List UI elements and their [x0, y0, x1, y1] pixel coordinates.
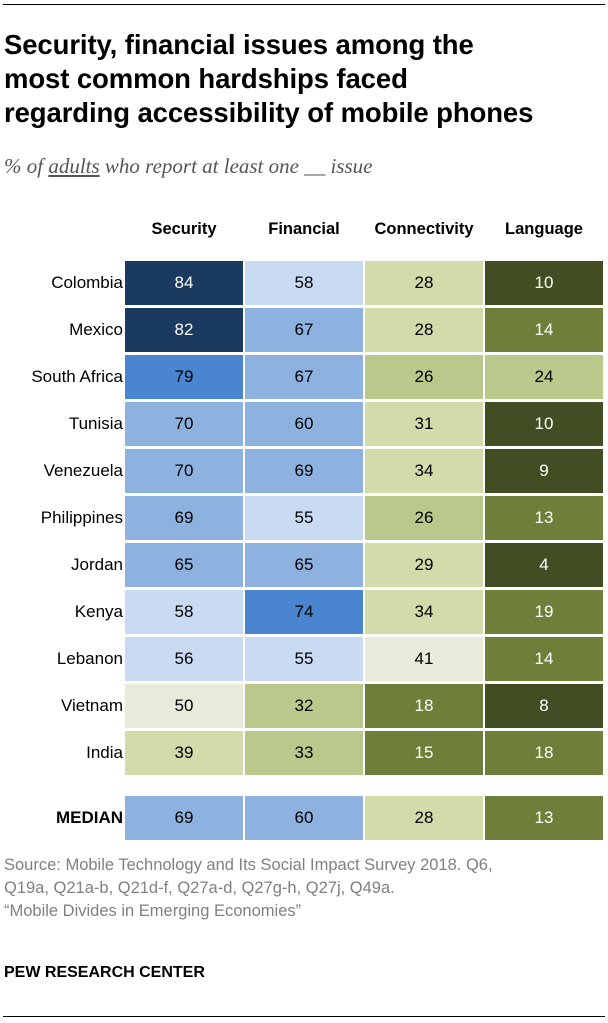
source-note: Source: Mobile Technology and Its Social… [4, 854, 604, 923]
brand-label: PEW RESEARCH CENTER [4, 964, 205, 981]
median-row-label: MEDIAN [55, 808, 123, 827]
cell-mexico-connectivity: 28 [365, 308, 483, 352]
row-label-venezuela: Venezuela [43, 461, 123, 480]
source-line-2: Q19a, Q21a-b, Q21d-f, Q27a-d, Q27g-h, Q2… [4, 879, 395, 897]
cell-kenya-financial: 74 [245, 590, 363, 634]
cell-lebanon-connectivity: 41 [365, 637, 483, 681]
row-label-vietnam: Vietnam [60, 696, 123, 715]
column-header-security: Security [151, 220, 217, 238]
cell-jordan-financial: 65 [245, 543, 363, 587]
chart-title: Security, financial issues among the mos… [4, 28, 604, 130]
column-header-financial: Financial [268, 220, 340, 238]
cell-south-africa-financial: 67 [245, 355, 363, 399]
cell-jordan-language: 4 [485, 543, 603, 587]
cell-colombia-financial: 58 [245, 261, 363, 305]
cell-tunisia-language: 10 [485, 402, 603, 446]
cell-colombia-language: 10 [485, 261, 603, 305]
row-label-tunisia: Tunisia [68, 414, 123, 433]
row-label-kenya: Kenya [74, 602, 123, 621]
cell-india-language: 18 [485, 731, 603, 775]
cell-india-connectivity: 15 [365, 731, 483, 775]
cell-vietnam-connectivity: 18 [365, 684, 483, 728]
cell-mexico-financial: 67 [245, 308, 363, 352]
cell-median-connectivity: 28 [365, 796, 483, 840]
cell-tunisia-connectivity: 31 [365, 402, 483, 446]
row-label-south-africa: South Africa [31, 367, 123, 386]
cell-jordan-security: 65 [125, 543, 243, 587]
title-line-3: regarding accessibility of mobile phones [4, 97, 534, 128]
column-header-language: Language [505, 220, 583, 238]
cell-venezuela-financial: 69 [245, 449, 363, 493]
cell-vietnam-language: 8 [485, 684, 603, 728]
cell-vietnam-security: 50 [125, 684, 243, 728]
cell-vietnam-financial: 32 [245, 684, 363, 728]
cell-lebanon-language: 14 [485, 637, 603, 681]
cell-venezuela-language: 9 [485, 449, 603, 493]
row-label-colombia: Colombia [51, 273, 123, 292]
cell-venezuela-security: 70 [125, 449, 243, 493]
cell-philippines-language: 13 [485, 496, 603, 540]
chart-subtitle: % of adults who report at least one __ i… [4, 154, 604, 179]
cell-philippines-security: 69 [125, 496, 243, 540]
cell-lebanon-financial: 55 [245, 637, 363, 681]
cell-mexico-security: 82 [125, 308, 243, 352]
source-line-1: Source: Mobile Technology and Its Social… [4, 856, 493, 874]
subtitle-underlined: adults [48, 154, 100, 178]
cell-south-africa-connectivity: 26 [365, 355, 483, 399]
cell-south-africa-language: 24 [485, 355, 603, 399]
cell-kenya-language: 19 [485, 590, 603, 634]
cell-tunisia-security: 70 [125, 402, 243, 446]
title-line-2: most common hardships faced [4, 63, 408, 94]
cell-median-language: 13 [485, 796, 603, 840]
row-label-jordan: Jordan [71, 555, 123, 574]
cell-venezuela-connectivity: 34 [365, 449, 483, 493]
row-label-mexico: Mexico [69, 320, 123, 339]
column-header-connectivity: Connectivity [374, 220, 474, 238]
cell-philippines-connectivity: 26 [365, 496, 483, 540]
cell-india-financial: 33 [245, 731, 363, 775]
cell-median-security: 69 [125, 796, 243, 840]
cell-india-security: 39 [125, 731, 243, 775]
row-label-lebanon: Lebanon [56, 649, 123, 668]
cell-mexico-language: 14 [485, 308, 603, 352]
cell-philippines-financial: 55 [245, 496, 363, 540]
cell-jordan-connectivity: 29 [365, 543, 483, 587]
row-label-india: India [86, 743, 123, 762]
cell-kenya-connectivity: 34 [365, 590, 483, 634]
title-line-1: Security, financial issues among the [4, 29, 474, 60]
source-line-3: “Mobile Divides in Emerging Economies” [4, 902, 302, 920]
cell-lebanon-security: 56 [125, 637, 243, 681]
cell-tunisia-financial: 60 [245, 402, 363, 446]
cell-kenya-security: 58 [125, 590, 243, 634]
cell-median-financial: 60 [245, 796, 363, 840]
bottom-rule [3, 1016, 605, 1017]
cell-south-africa-security: 79 [125, 355, 243, 399]
top-rule [3, 4, 605, 5]
cell-colombia-security: 84 [125, 261, 243, 305]
subtitle-prefix: % of [4, 154, 49, 178]
row-label-philippines: Philippines [40, 508, 123, 527]
subtitle-suffix: who report at least one __ issue [99, 154, 373, 178]
cell-colombia-connectivity: 28 [365, 261, 483, 305]
